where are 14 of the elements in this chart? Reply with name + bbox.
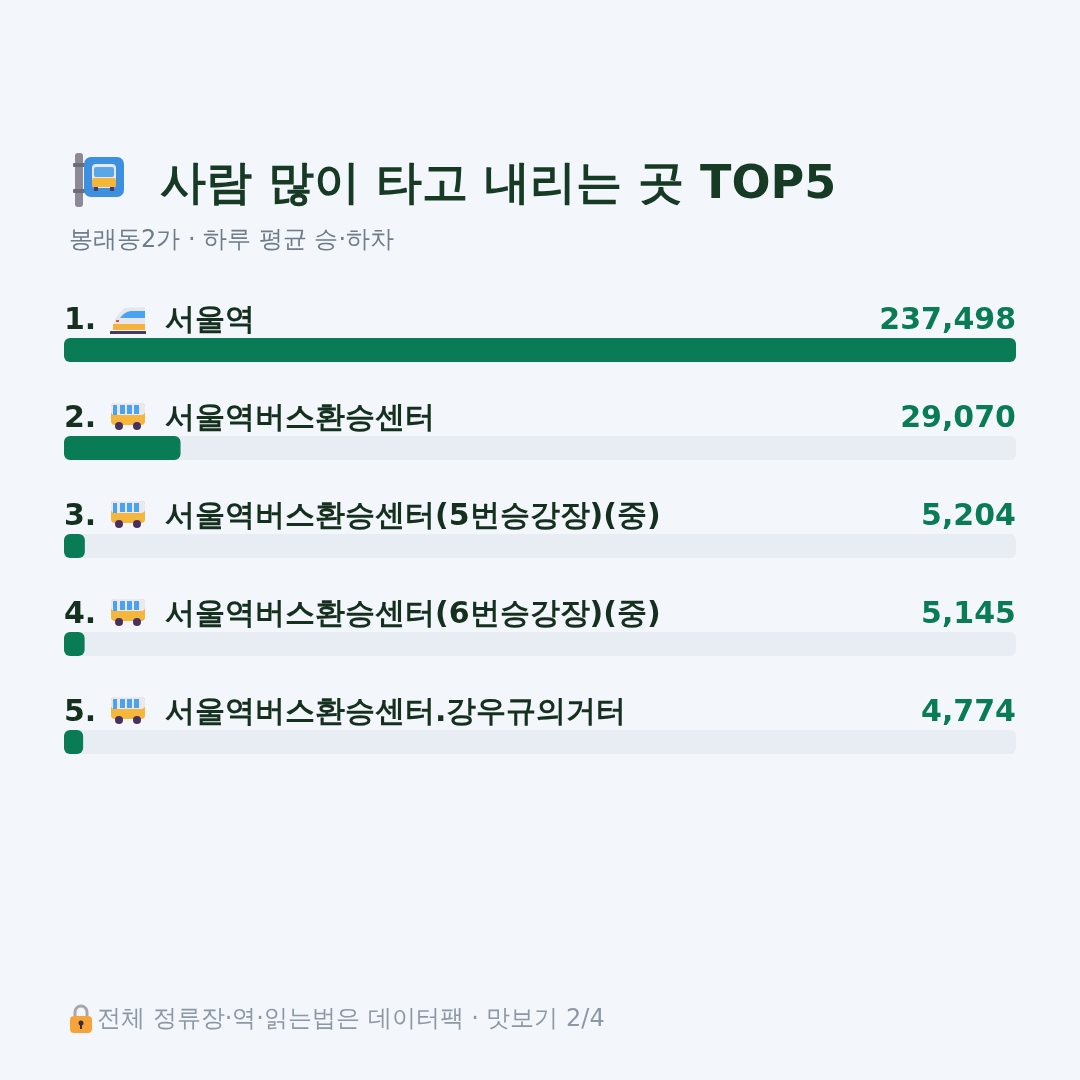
data-label: 5,204: [921, 496, 1016, 532]
data-label: 5,145: [921, 594, 1016, 630]
data-label: 237,498: [879, 300, 1016, 336]
text: 전체 정류장·역·읽는법은 데이터팩 · 맛보기 2/4: [97, 1004, 605, 1032]
data-label: 4,774: [921, 692, 1016, 728]
chart-subtitle: 봉래동2가 · 하루 평균 승·하차: [69, 225, 395, 253]
category-label: 2. 서울역버스환승센터: [64, 398, 435, 434]
category-label: 4. 서울역버스환승센터(6번승강장)(중): [64, 594, 661, 630]
category-label: 1. 서울역: [64, 300, 255, 336]
bar: [64, 436, 181, 460]
data-label: 29,070: [900, 398, 1016, 434]
category-label: 3. 서울역버스환승센터(5번승강장)(중): [64, 496, 661, 532]
chart-title: 사람 많이 타고 내리는 곳 TOP5: [160, 155, 837, 209]
category-label: 5. 서울역버스환승센터.강우규의거터: [64, 692, 627, 728]
